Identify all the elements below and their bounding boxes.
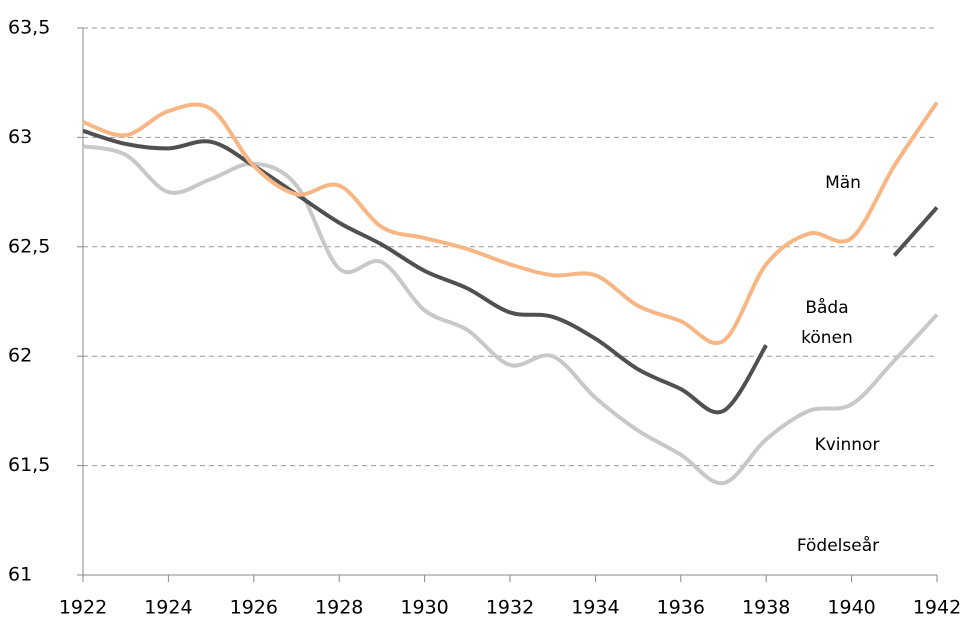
x-tick-label: 1928 (315, 597, 363, 619)
x-tick-label: 1922 (59, 597, 107, 619)
x-tick-label: 1926 (230, 597, 278, 619)
y-tick-label: 61,5 (8, 454, 50, 476)
x-tick-label: 1936 (657, 597, 705, 619)
line-series (82, 128, 939, 415)
y-tick-label: 61 (8, 564, 32, 586)
annotation: Män (825, 173, 861, 193)
x-tick-label: 1924 (144, 597, 192, 619)
x-tick-label: 1942 (913, 597, 961, 619)
annotation: Båda (805, 297, 848, 318)
x-tick-label: 1938 (742, 597, 790, 619)
annotation: könen (801, 328, 853, 348)
x-tick-label: 1930 (400, 597, 448, 619)
line-series (82, 101, 939, 345)
y-tick-label: 63 (8, 126, 32, 148)
y-tick-label: 62,5 (8, 235, 50, 257)
x-tick-label: 1940 (827, 597, 875, 619)
y-tick-label: 62 (8, 345, 32, 367)
annotation: Födelseår (797, 535, 879, 556)
line-series (82, 144, 939, 486)
x-tick-label: 1932 (486, 597, 534, 619)
y-tick-label: 63,5 (8, 17, 50, 39)
annotation: Kvinnor (815, 435, 880, 455)
x-tick-label: 1934 (571, 597, 619, 619)
